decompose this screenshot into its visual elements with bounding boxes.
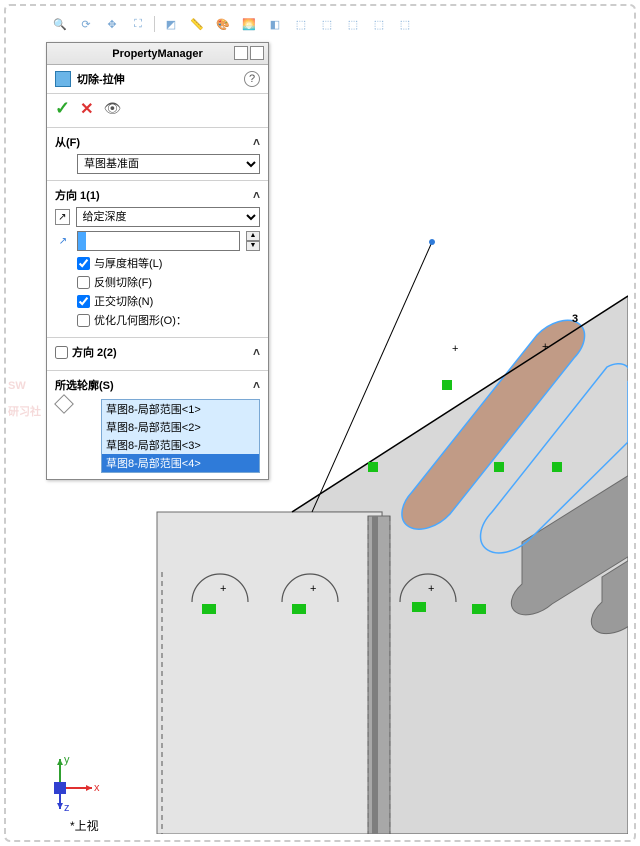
- section-dir1: 方向 1(1) ˄ ↗ 给定深度 ↗ ▲▼ 与厚度相等(L) 反侧切除(F) 正…: [47, 181, 268, 338]
- scene-icon[interactable]: 🌅: [239, 14, 259, 34]
- view-cube-icon[interactable]: ⬚: [291, 14, 311, 34]
- view-cube2-icon[interactable]: ⬚: [317, 14, 337, 34]
- view-orientation-label: *上视: [70, 817, 99, 834]
- svg-text:+: +: [428, 583, 434, 595]
- property-manager-panel: PropertyManager 切除-拉伸 ? ✓ ✕ 👁 从(F) ˄ 草图基…: [46, 42, 269, 480]
- chk-thickness-label: 与厚度相等(L): [94, 255, 162, 271]
- chk-normal[interactable]: [77, 295, 90, 308]
- help-icon[interactable]: ?: [244, 71, 260, 87]
- collapse-icon[interactable]: ˄: [253, 345, 260, 359]
- confirm-row: ✓ ✕ 👁: [47, 94, 268, 128]
- section-contours-head[interactable]: 所选轮廓(S) ˄: [55, 377, 260, 393]
- depth-input[interactable]: [77, 231, 240, 251]
- section-contours: 所选轮廓(S) ˄ 草图8-局部范围<1> 草图8-局部范围<2> 草图8-局部…: [47, 371, 268, 479]
- cancel-button[interactable]: ✕: [80, 99, 93, 119]
- separator: [154, 16, 155, 32]
- view-cube3-icon[interactable]: ⬚: [343, 14, 363, 34]
- depth-row: ↗ ▲▼: [55, 231, 260, 251]
- section-from: 从(F) ˄ 草图基准面: [47, 128, 268, 181]
- contour-item-selected[interactable]: 草图8-局部范围<4>: [102, 454, 259, 472]
- chk-dir2[interactable]: [55, 346, 68, 359]
- chk-thickness[interactable]: [77, 257, 90, 270]
- contour-item[interactable]: 草图8-局部范围<1>: [102, 400, 259, 418]
- svg-text:+: +: [310, 583, 316, 595]
- display-state-icon[interactable]: ◧: [265, 14, 285, 34]
- reverse-direction-icon[interactable]: ↗: [55, 209, 70, 225]
- face-label: 3: [572, 313, 578, 325]
- section-from-label: 从(F): [55, 134, 80, 150]
- section-dir1-head[interactable]: 方向 1(1) ˄: [55, 187, 260, 203]
- pushpin-icon[interactable]: [250, 46, 264, 60]
- measure-icon[interactable]: 📏: [187, 14, 207, 34]
- chk-normal-label: 正交切除(N): [94, 293, 153, 309]
- feature-name: 切除-拉伸: [77, 71, 125, 87]
- section-dir2: 方向 2(2) ˄: [47, 338, 268, 371]
- collapse-icon[interactable]: ˄: [253, 188, 260, 202]
- preview-icon[interactable]: 👁: [104, 100, 122, 117]
- chk-optimize-row: 优化几何图形(O)：: [77, 312, 260, 328]
- depth-spinner[interactable]: ▲▼: [246, 231, 260, 251]
- chk-normal-row: 正交切除(N): [77, 293, 260, 309]
- appearance-icon[interactable]: 🎨: [213, 14, 233, 34]
- pan-icon[interactable]: ✥: [102, 14, 122, 34]
- collapse-icon[interactable]: ˄: [253, 378, 260, 392]
- end-condition-row: ↗ 给定深度: [55, 207, 260, 227]
- svg-text:z: z: [64, 802, 70, 813]
- contour-listbox[interactable]: 草图8-局部范围<1> 草图8-局部范围<2> 草图8-局部范围<3> 草图8-…: [101, 399, 260, 473]
- section-dir2-head[interactable]: 方向 2(2) ˄: [55, 344, 260, 360]
- zoom-icon[interactable]: 🔍: [50, 14, 70, 34]
- section-from-head[interactable]: 从(F) ˄: [55, 134, 260, 150]
- chk-flip-row: 反侧切除(F): [77, 274, 260, 290]
- section-dir1-label: 方向 1(1): [55, 187, 100, 203]
- keep-visible-icon[interactable]: [234, 46, 248, 60]
- chk-flip-label: 反侧切除(F): [94, 274, 152, 290]
- contour-select-wrap: 草图8-局部范围<1> 草图8-局部范围<2> 草图8-局部范围<3> 草图8-…: [55, 397, 260, 473]
- panel-controls: [234, 46, 264, 60]
- heads-up-toolbar: 🔍 ⟳ ✥ ⛶ ◩ 📏 🎨 🌅 ◧ ⬚ ⬚ ⬚ ⬚ ⬚: [50, 14, 415, 34]
- contour-icon: [54, 394, 74, 414]
- svg-text:+: +: [542, 341, 548, 353]
- feature-header: 切除-拉伸 ?: [47, 65, 268, 94]
- chk-optimize[interactable]: [77, 314, 90, 327]
- panel-title: PropertyManager: [112, 48, 202, 60]
- chk-flip[interactable]: [77, 276, 90, 289]
- watermark: SW研习社: [8, 370, 41, 422]
- svg-text:x: x: [94, 782, 100, 794]
- ok-button[interactable]: ✓: [55, 98, 70, 119]
- chk-thickness-row: 与厚度相等(L): [77, 255, 260, 271]
- contour-item[interactable]: 草图8-局部范围<2>: [102, 418, 259, 436]
- panel-title-bar: PropertyManager: [47, 43, 268, 65]
- end-condition-select[interactable]: 给定深度: [76, 207, 260, 227]
- fit-icon[interactable]: ⛶: [128, 14, 148, 34]
- orientation-triad[interactable]: x y z: [40, 753, 100, 816]
- section-dir2-label: 方向 2(2): [72, 344, 117, 360]
- svg-text:y: y: [64, 754, 70, 766]
- cut-extrude-icon: [55, 71, 71, 87]
- from-select[interactable]: 草图基准面: [77, 154, 260, 174]
- view-cube5-icon[interactable]: ⬚: [395, 14, 415, 34]
- svg-text:+: +: [452, 343, 458, 355]
- section-icon[interactable]: ◩: [161, 14, 181, 34]
- view-cube4-icon[interactable]: ⬚: [369, 14, 389, 34]
- chk-optimize-label: 优化几何图形(O)：: [94, 312, 187, 328]
- depth-icon: ↗: [55, 233, 71, 249]
- svg-text:+: +: [220, 583, 226, 595]
- collapse-icon[interactable]: ˄: [253, 135, 260, 149]
- section-contours-label: 所选轮廓(S): [55, 377, 114, 393]
- contour-item[interactable]: 草图8-局部范围<3>: [102, 436, 259, 454]
- rotate-icon[interactable]: ⟳: [76, 14, 96, 34]
